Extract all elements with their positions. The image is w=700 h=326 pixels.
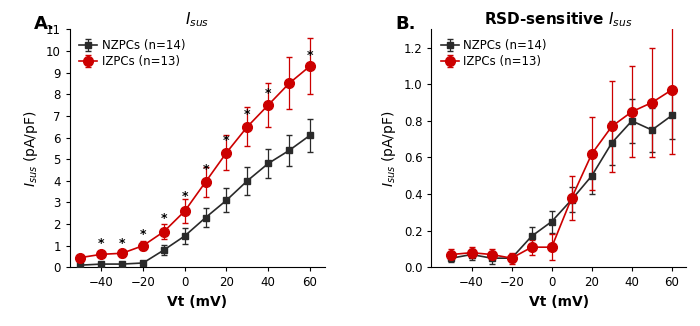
X-axis label: Vt (mV): Vt (mV) xyxy=(167,295,228,309)
X-axis label: Vt (mV): Vt (mV) xyxy=(528,295,589,309)
Y-axis label: $\mathit{I}_{sus}$ (pA/pF): $\mathit{I}_{sus}$ (pA/pF) xyxy=(380,110,398,186)
Text: *: * xyxy=(202,163,209,176)
Legend: NZPCs (n=14), IZPCs (n=13): NZPCs (n=14), IZPCs (n=13) xyxy=(76,35,189,72)
Text: *: * xyxy=(307,49,313,62)
Text: B.: B. xyxy=(395,15,416,33)
Text: *: * xyxy=(98,237,104,250)
Text: *: * xyxy=(265,87,272,100)
Text: *: * xyxy=(160,212,167,225)
Text: *: * xyxy=(181,190,188,203)
Text: *: * xyxy=(244,108,251,121)
Y-axis label: $\mathit{I}_{sus}$ (pA/pF): $\mathit{I}_{sus}$ (pA/pF) xyxy=(22,110,41,186)
Legend: NZPCs (n=14), IZPCs (n=13): NZPCs (n=14), IZPCs (n=13) xyxy=(438,35,550,72)
Text: *: * xyxy=(119,237,125,250)
Text: A.: A. xyxy=(34,15,55,33)
Text: *: * xyxy=(223,134,230,147)
Title: RSD-sensitive $\mathit{I}_{sus}$: RSD-sensitive $\mathit{I}_{sus}$ xyxy=(484,11,633,29)
Text: *: * xyxy=(140,228,146,241)
Title: $\mathit{I}_{sus}$: $\mathit{I}_{sus}$ xyxy=(186,11,209,29)
